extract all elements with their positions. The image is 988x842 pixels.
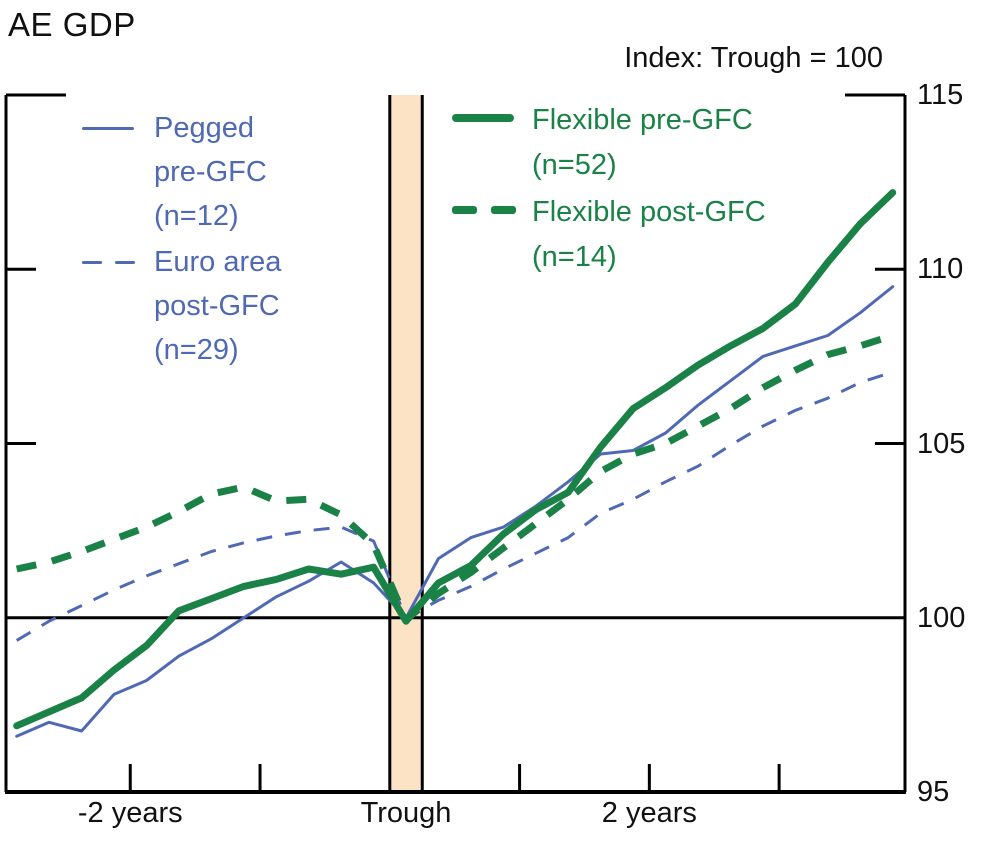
legend-label-line: (n=12) [154,200,239,232]
y-tick-label: 115 [917,79,964,111]
legend-item-euro-area-post-gfc: Euro area post-GFC (n=29) [78,240,281,372]
y-tick-label: 95 [917,776,950,808]
y-tick-label: 105 [917,427,966,460]
legend-item-flexible-pre-gfc: Flexible pre-GFC (n=52) [452,98,766,188]
legend-line-sample-solid-green [452,114,514,122]
x-tick-label: Trough [360,797,452,829]
legend-label-line: Flexible pre-GFC [532,104,753,136]
legend-line-sample-dashed-green [452,206,532,214]
series-line-euro-area-post-gfc [15,370,894,642]
y-tick-label: 110 [917,253,964,286]
x-tick-label: 2 years [601,797,697,829]
index-unit-note: Index: Trough = 100 [624,42,883,74]
legend-left: Pegged pre-GFC (n=12) Euro area post-GFC… [78,106,281,372]
legend-label-line: (n=14) [532,241,617,273]
legend-line-sample-dashed-blue [82,261,154,264]
legend-label-line: post-GFC [154,290,280,322]
legend-line-sample-solid-blue [82,127,134,130]
x-tick-label: -2 years [77,797,183,829]
legend-label-line: (n=52) [532,149,617,181]
legend-label-line: Pegged [154,112,254,144]
series-line-flexible-pre-gfc [13,189,897,730]
trough-band [389,95,423,792]
series-line-flexible-post-gfc [15,332,894,623]
legend-right: Flexible pre-GFC (n=52) Flexible post-GF… [452,98,766,280]
legend-label-line: pre-GFC [154,156,267,188]
legend-item-flexible-post-gfc: Flexible post-GFC (n=14) [452,190,766,280]
legend-label-line: Euro area [154,246,282,278]
y-tick-label: 100 [917,601,966,634]
legend-item-pegged-pre-gfc: Pegged pre-GFC (n=12) [78,106,281,238]
legend-label-line: Flexible post-GFC [532,196,766,228]
series-line-pegged-pre-gfc [15,285,895,738]
page-title: AE GDP [8,6,136,43]
legend-label-line: (n=29) [154,334,239,366]
